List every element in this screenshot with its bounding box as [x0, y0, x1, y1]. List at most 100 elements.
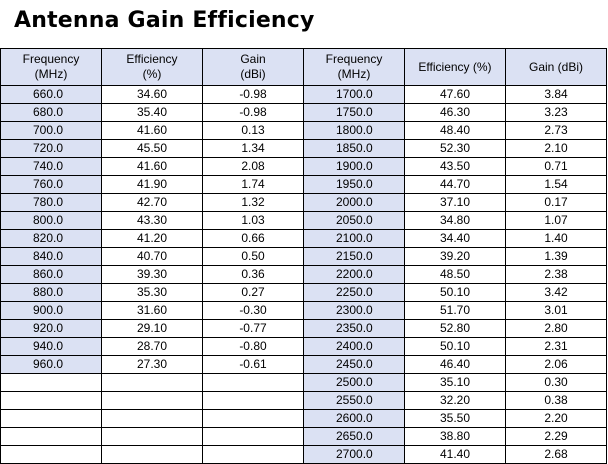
header-frequency-right: Frequency (MHz): [303, 48, 405, 86]
left-gain-cell: -0.98: [202, 85, 304, 104]
table-row: 880.0 35.30 0.27 2250.0 50.10 3.42: [0, 283, 607, 302]
table-row: 840.0 40.70 0.50 2150.0 39.20 1.39: [0, 247, 607, 266]
header-frequency-right-line1: Frequency: [325, 52, 383, 66]
empty-cell: [0, 409, 102, 428]
right-efficiency-cell: 32.20: [404, 391, 506, 410]
right-frequency-cell: 1850.0: [303, 139, 405, 158]
left-frequency-cell: 760.0: [0, 175, 102, 194]
empty-cell: [202, 409, 304, 428]
empty-cell: [101, 391, 203, 410]
left-efficiency-cell: 43.30: [101, 211, 203, 230]
left-frequency-cell: 880.0: [0, 283, 102, 302]
right-gain-cell: 3.23: [505, 103, 607, 122]
right-frequency-cell: 2150.0: [303, 247, 405, 266]
table-row: 680.0 35.40 -0.98 1750.0 46.30 3.23: [0, 103, 607, 122]
table-row: 800.0 43.30 1.03 2050.0 34.80 1.07: [0, 211, 607, 230]
right-gain-cell: 1.07: [505, 211, 607, 230]
table-row: 900.0 31.60 -0.30 2300.0 51.70 3.01: [0, 301, 607, 320]
right-efficiency-cell: 43.50: [404, 157, 506, 176]
left-frequency-cell: 960.0: [0, 355, 102, 374]
header-gain-right: Gain (dBi): [505, 48, 607, 86]
left-frequency-cell: 820.0: [0, 229, 102, 248]
left-frequency-cell: 740.0: [0, 157, 102, 176]
right-efficiency-cell: 44.70: [404, 175, 506, 194]
empty-cell: [202, 445, 304, 464]
page-title: Antenna Gain Efficiency: [14, 8, 315, 33]
right-gain-cell: 1.54: [505, 175, 607, 194]
right-gain-cell: 2.68: [505, 445, 607, 464]
right-frequency-cell: 1800.0: [303, 121, 405, 140]
empty-cell: [0, 427, 102, 446]
left-frequency-cell: 720.0: [0, 139, 102, 158]
table-body: 660.0 34.60 -0.98 1700.0 47.60 3.84 680.0 35.40…: [0, 85, 607, 464]
header-efficiency-right: Efficiency (%): [404, 48, 506, 86]
right-gain-cell: 1.40: [505, 229, 607, 248]
right-frequency-cell: 1750.0: [303, 103, 405, 122]
header-frequency-left: Frequency (MHz): [0, 48, 102, 86]
empty-cell: [202, 427, 304, 446]
left-frequency-cell: 900.0: [0, 301, 102, 320]
left-efficiency-cell: 27.30: [101, 355, 203, 374]
header-efficiency-left-line1: Efficiency: [126, 52, 178, 66]
left-frequency-cell: 780.0: [0, 193, 102, 212]
antenna-gain-table: Frequency (MHz) Efficiency (%) Gain (dBi…: [0, 48, 607, 464]
right-frequency-cell: 2450.0: [303, 355, 405, 374]
left-efficiency-cell: 35.30: [101, 283, 203, 302]
empty-cell: [0, 373, 102, 392]
right-efficiency-cell: 50.10: [404, 283, 506, 302]
right-gain-cell: 2.10: [505, 139, 607, 158]
left-efficiency-cell: 28.70: [101, 337, 203, 356]
table-row: 2650.0 38.80 2.29: [0, 427, 607, 446]
header-efficiency-left-line2: (%): [142, 67, 162, 81]
left-gain-cell: 0.27: [202, 283, 304, 302]
right-efficiency-cell: 48.40: [404, 121, 506, 140]
left-gain-cell: 1.34: [202, 139, 304, 158]
right-frequency-cell: 2050.0: [303, 211, 405, 230]
table-row: 2600.0 35.50 2.20: [0, 409, 607, 428]
right-gain-cell: 2.20: [505, 409, 607, 428]
table-row: 860.0 39.30 0.36 2200.0 48.50 2.38: [0, 265, 607, 284]
table-row: 780.0 42.70 1.32 2000.0 37.10 0.17: [0, 193, 607, 212]
table-row: 660.0 34.60 -0.98 1700.0 47.60 3.84: [0, 85, 607, 104]
left-gain-cell: 0.50: [202, 247, 304, 266]
table-row: 960.0 27.30 -0.61 2450.0 46.40 2.06: [0, 355, 607, 374]
right-efficiency-cell: 34.80: [404, 211, 506, 230]
left-efficiency-cell: 42.70: [101, 193, 203, 212]
right-efficiency-cell: 48.50: [404, 265, 506, 284]
right-gain-cell: 2.80: [505, 319, 607, 338]
header-frequency-left-line2: (MHz): [34, 67, 68, 81]
right-frequency-cell: 2500.0: [303, 373, 405, 392]
right-gain-cell: 3.42: [505, 283, 607, 302]
right-frequency-cell: 2250.0: [303, 283, 405, 302]
table-row: 820.0 41.20 0.66 2100.0 34.40 1.40: [0, 229, 607, 248]
left-gain-cell: 2.08: [202, 157, 304, 176]
header-gain-left-line2: (dBi): [240, 67, 266, 81]
right-gain-cell: 3.01: [505, 301, 607, 320]
empty-cell: [101, 445, 203, 464]
right-frequency-cell: 2550.0: [303, 391, 405, 410]
left-gain-cell: -0.77: [202, 319, 304, 338]
right-efficiency-cell: 35.10: [404, 373, 506, 392]
right-efficiency-cell: 47.60: [404, 85, 506, 104]
left-efficiency-cell: 39.30: [101, 265, 203, 284]
right-gain-cell: 2.38: [505, 265, 607, 284]
left-frequency-cell: 840.0: [0, 247, 102, 266]
right-gain-cell: 2.31: [505, 337, 607, 356]
left-efficiency-cell: 40.70: [101, 247, 203, 266]
table-row: 2550.0 32.20 0.38: [0, 391, 607, 410]
left-efficiency-cell: 41.20: [101, 229, 203, 248]
left-gain-cell: -0.30: [202, 301, 304, 320]
left-frequency-cell: 700.0: [0, 121, 102, 140]
right-gain-cell: 2.73: [505, 121, 607, 140]
right-frequency-cell: 2300.0: [303, 301, 405, 320]
left-efficiency-cell: 29.10: [101, 319, 203, 338]
left-efficiency-cell: 45.50: [101, 139, 203, 158]
right-frequency-cell: 2350.0: [303, 319, 405, 338]
right-frequency-cell: 1900.0: [303, 157, 405, 176]
left-efficiency-cell: 41.90: [101, 175, 203, 194]
table-row: 2500.0 35.10 0.30: [0, 373, 607, 392]
header-efficiency-left: Efficiency (%): [101, 48, 203, 86]
left-frequency-cell: 860.0: [0, 265, 102, 284]
right-frequency-cell: 2400.0: [303, 337, 405, 356]
empty-cell: [202, 391, 304, 410]
